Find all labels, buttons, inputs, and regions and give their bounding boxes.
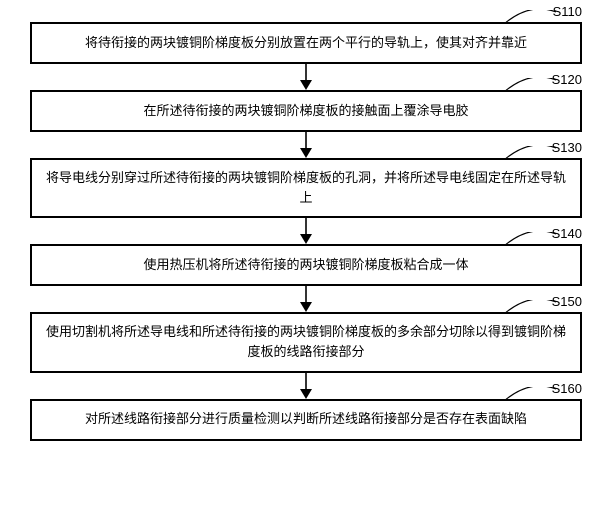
step-s120: S120在所述待衔接的两块镀铜阶梯度板的接触面上覆涂导电胶 [30,90,582,132]
step-text: 使用热压机将所述待衔接的两块镀铜阶梯度板粘合成一体 [143,255,468,275]
flow-arrow [30,132,582,158]
step-s160: S160对所述线路衔接部分进行质量检测以判断所述线路衔接部分是否存在表面缺陷 [30,399,582,441]
step-text: 在所述待衔接的两块镀铜阶梯度板的接触面上覆涂导电胶 [143,101,468,121]
step-label: S130 [552,140,582,155]
step-text: 将待衔接的两块镀铜阶梯度板分别放置在两个平行的导轨上，使其对齐并靠近 [85,33,527,53]
step-s130: S130将导电线分别穿过所述待衔接的两块镀铜阶梯度板的孔洞，并将所述导电线固定在… [30,158,582,218]
step-s110: S110将待衔接的两块镀铜阶梯度板分别放置在两个平行的导轨上，使其对齐并靠近 [30,22,582,64]
step-text: 将导电线分别穿过所述待衔接的两块镀铜阶梯度板的孔洞，并将所述导电线固定在所述导轨… [46,168,566,208]
step-s140: S140使用热压机将所述待衔接的两块镀铜阶梯度板粘合成一体 [30,244,582,286]
step-text: 对所述线路衔接部分进行质量检测以判断所述线路衔接部分是否存在表面缺陷 [85,409,527,429]
step-s150: S150使用切割机将所述导电线和所述待衔接的两块镀铜阶梯度板的多余部分切除以得到… [30,312,582,372]
step-label: S150 [552,294,582,309]
step-label: S160 [552,381,582,396]
step-text: 使用切割机将所述导电线和所述待衔接的两块镀铜阶梯度板的多余部分切除以得到镀铜阶梯… [46,322,566,362]
flowchart-container: S110将待衔接的两块镀铜阶梯度板分别放置在两个平行的导轨上，使其对齐并靠近 S1… [30,22,582,441]
step-label: S140 [552,226,582,241]
step-label: S110 [553,4,582,19]
flow-arrow [30,64,582,90]
flow-arrow [30,373,582,399]
flow-arrow [30,218,582,244]
flow-arrow [30,286,582,312]
step-label: S120 [552,72,582,87]
